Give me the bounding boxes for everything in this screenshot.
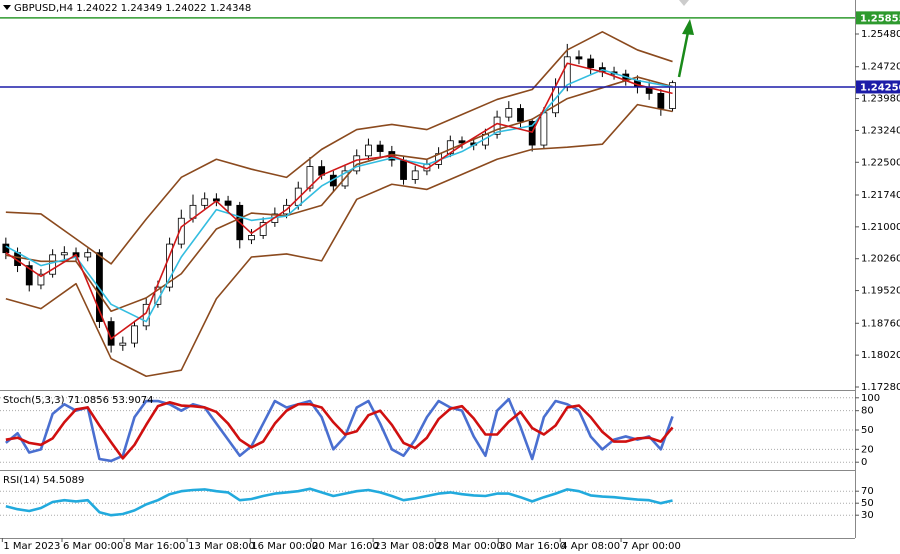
series-line (5, 397, 674, 463)
candle-body (365, 144, 372, 157)
candle-body (248, 235, 255, 241)
level-label: 1.24250 (860, 82, 900, 93)
candle-body (131, 325, 138, 344)
x-tick-label: 6 Mar 00:00 (63, 541, 123, 552)
candle-body (411, 170, 419, 180)
series-line (5, 31, 673, 265)
series-line (5, 68, 673, 323)
y-tick-label: 1.25480 (861, 29, 900, 40)
shift-marker (679, 0, 689, 6)
candle-body (563, 56, 571, 88)
y-tick-label: 1.23980 (861, 94, 900, 105)
candle-body (657, 93, 665, 109)
candle-body (166, 243, 173, 288)
x-tick-label: 7 Apr 00:00 (622, 541, 681, 552)
candle-body (25, 265, 33, 286)
y-tick-label: 20 (861, 444, 874, 455)
candle-body (49, 254, 57, 275)
candle-body (60, 252, 68, 256)
x-tick-label: 20 Mar 16:00 (312, 541, 379, 552)
candle-body (84, 252, 92, 258)
candle-body (505, 108, 513, 118)
candle-body (119, 342, 127, 346)
y-tick-label: 1.20260 (861, 254, 900, 265)
y-tick-label: 100 (861, 393, 880, 404)
series-line (5, 76, 673, 313)
candle-body (224, 200, 232, 206)
candle-body (458, 140, 466, 144)
y-tick-label: 1.17280 (861, 382, 900, 393)
forecast-arrow (677, 31, 690, 78)
series-line (5, 103, 673, 378)
x-tick-label: 30 Mar 16:00 (499, 541, 566, 552)
menu-triangle (3, 5, 11, 10)
x-tick-label: 1 Mar 2023 (3, 541, 60, 552)
x-tick-label: 4 Apr 08:00 (561, 541, 620, 552)
panel-title: RSI(14) 54.5089 (3, 475, 84, 486)
candle-body (259, 222, 267, 236)
level-label-box (856, 80, 900, 94)
y-tick-label: 70 (861, 486, 874, 497)
y-tick-label: 1.21740 (861, 190, 900, 201)
y-tick-label: 0 (861, 457, 867, 468)
candle-body (517, 108, 524, 122)
y-tick-label: 50 (861, 425, 874, 436)
y-tick-label: 1.23240 (861, 125, 900, 136)
y-tick-label: 1.24720 (861, 62, 900, 73)
candle-body (376, 144, 384, 152)
candle-body (37, 273, 45, 286)
candle-body (540, 112, 548, 146)
level-label-box (856, 11, 900, 25)
forecast-arrow-head (682, 19, 694, 35)
panel-title: Stoch(5,3,3) 71.0856 53.9074 (3, 395, 154, 406)
x-tick-label: 23 Mar 08:00 (374, 541, 441, 552)
series-line (5, 401, 674, 460)
candle-body (177, 217, 185, 245)
series-line (5, 62, 673, 340)
y-tick-label: 30 (861, 510, 874, 521)
candle-body (96, 252, 103, 322)
candle-body (306, 166, 314, 189)
candle-body (669, 82, 676, 109)
y-tick-label: 1.19520 (861, 286, 900, 297)
y-tick-label: 1.18760 (861, 318, 900, 329)
y-tick-label: 1.18020 (861, 350, 900, 361)
panel-title: GBPUSD,H4 1.24022 1.24349 1.24022 1.2434… (14, 3, 251, 14)
series-line (5, 487, 673, 517)
level-label: 1.25855 (860, 13, 900, 24)
y-tick-label: 1.21000 (861, 222, 900, 233)
plot-layer: 1.25480 1.24720 1.23980 1.23240 1.22500 1.217… (0, 3, 900, 552)
candle-body (2, 243, 10, 254)
y-tick-label: 1.22500 (861, 157, 900, 168)
candle-body (587, 58, 595, 68)
x-tick-label: 13 Mar 08:00 (188, 541, 255, 552)
y-tick-label: 50 (861, 498, 874, 509)
candle-body (400, 159, 407, 180)
x-tick-label: 16 Mar 00:00 (251, 541, 318, 552)
x-tick-label: 28 Mar 00:00 (436, 541, 503, 552)
candle-body (201, 198, 209, 206)
y-tick-label: 80 (861, 406, 874, 417)
x-tick-label: 8 Mar 16:00 (125, 541, 185, 552)
candle-body (528, 120, 536, 146)
candle-body (575, 56, 583, 60)
